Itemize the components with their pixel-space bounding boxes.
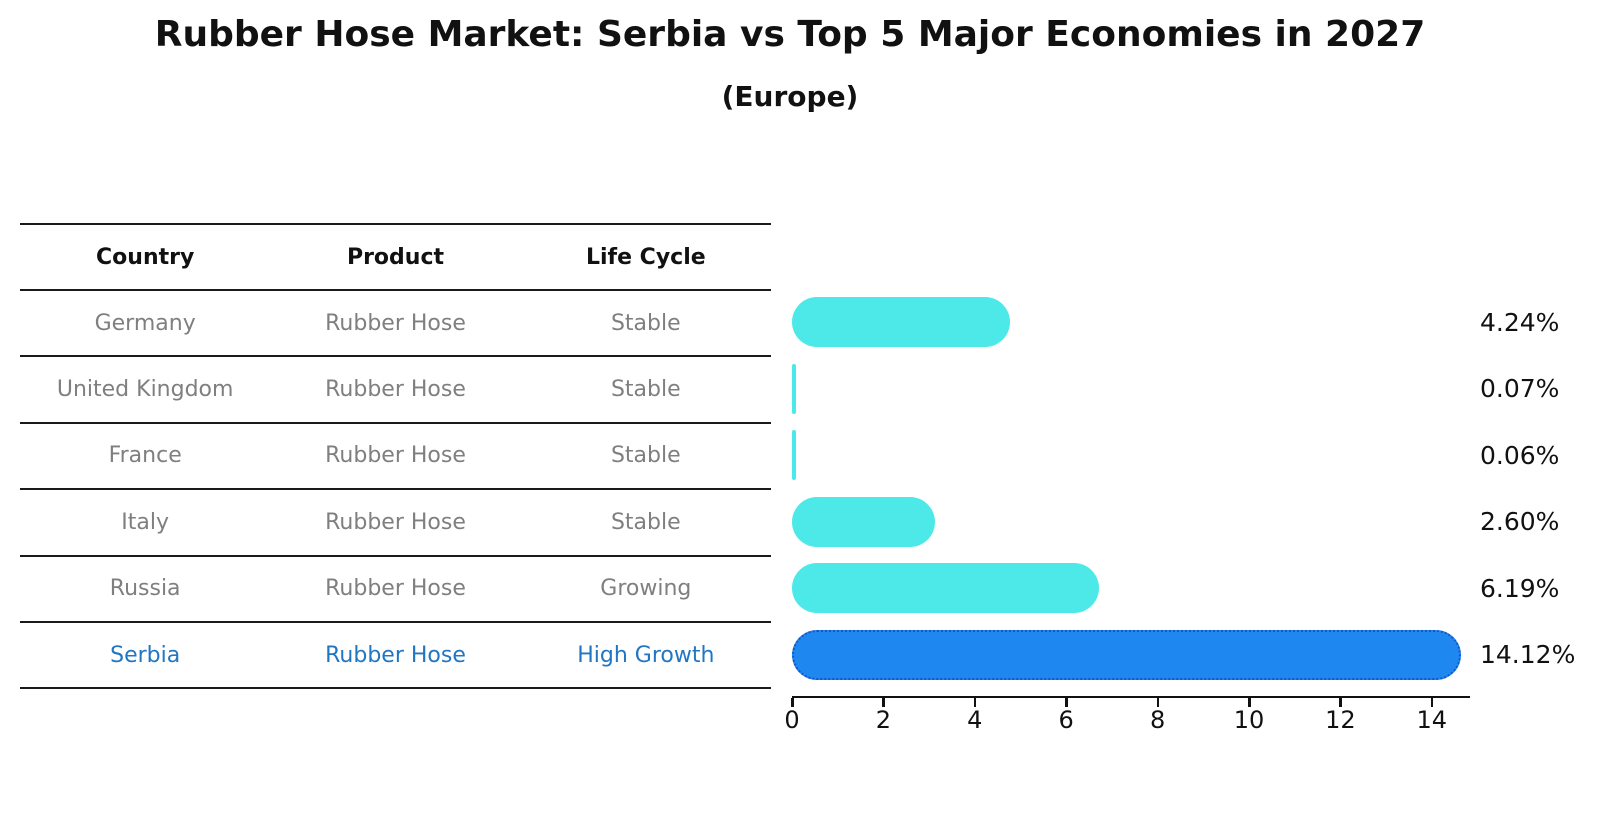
x-tick-mark [1065, 698, 1068, 707]
country-table: Country Product Life Cycle Germany Rubbe… [20, 223, 771, 690]
x-tick-mark [973, 698, 977, 707]
table-row-serbia: Serbia Rubber Hose High Growth [20, 623, 771, 690]
bar-row-germany [792, 289, 1468, 356]
chart-subtitle: (Europe) [721, 80, 859, 113]
bar-row-serbia [792, 622, 1468, 689]
column-header-country: Country [96, 244, 195, 270]
product-cell: Rubber Hose [325, 310, 466, 336]
country-cell: Germany [94, 310, 196, 336]
country-cell: Russia [109, 576, 181, 602]
life-cycle-cell: Stable [610, 310, 681, 336]
life-cycle-cell: Growing [600, 576, 692, 602]
x-tick-label: 14 [1416, 706, 1448, 734]
bar-russia [792, 563, 1099, 613]
life-cycle-cell: Stable [610, 377, 681, 403]
table-row-italy: Italy Rubber Hose Stable [20, 490, 771, 557]
value-label-italy: 2.60% [1480, 507, 1560, 537]
x-tick-label: 8 [1149, 706, 1166, 734]
table-row-united-kingdom: United Kingdom Rubber Hose Stable [20, 357, 771, 424]
life-cycle-cell: Stable [610, 443, 681, 469]
x-tick-label: 6 [1058, 706, 1074, 734]
bar-united-kingdom [792, 363, 796, 414]
life-cycle-cell: Stable [610, 509, 681, 535]
bar-italy [792, 496, 935, 547]
bar-row-italy [792, 489, 1468, 556]
product-cell: Rubber Hose [325, 377, 466, 403]
country-cell: United Kingdom [56, 377, 234, 403]
x-tick-mark [1430, 698, 1434, 707]
value-label-united-kingdom: 0.07% [1480, 374, 1560, 404]
value-label-serbia: 14.12% [1480, 640, 1576, 670]
bar-serbia [792, 629, 1462, 680]
table-row-germany: Germany Rubber Hose Stable [20, 291, 771, 358]
x-tick-mark [791, 698, 794, 707]
column-header-life-cycle: Life Cycle [585, 244, 706, 270]
chart-title: Rubber Hose Market: Serbia vs Top 5 Majo… [154, 14, 1426, 55]
country-cell: Serbia [110, 642, 181, 668]
x-tick-mark [1339, 698, 1342, 707]
product-cell: Rubber Hose [325, 443, 466, 469]
bar-row-france [792, 422, 1468, 489]
x-tick-mark [1156, 698, 1160, 707]
life-cycle-cell: High Growth [577, 642, 715, 668]
column-header-product: Product [346, 244, 445, 270]
bar-row-russia [792, 555, 1468, 622]
x-tick-mark [882, 698, 885, 707]
x-tick-mark [1248, 698, 1251, 707]
table-row-russia: Russia Rubber Hose Growing [20, 557, 771, 623]
value-label-france: 0.06% [1480, 440, 1560, 470]
x-axis-line [792, 696, 1470, 698]
country-cell: Italy [121, 509, 170, 535]
bar-chart-plot-area [792, 289, 1468, 688]
bar-value-labels: 4.24% 0.07% 0.06% 2.60% 6.19% 14.12% [1480, 289, 1600, 688]
bar-row-united-kingdom [792, 356, 1468, 423]
bar-germany [792, 297, 1010, 347]
x-tick-label: 12 [1325, 706, 1356, 734]
product-cell: Rubber Hose [325, 576, 466, 602]
x-tick-label: 2 [875, 706, 892, 734]
bar-france [792, 430, 796, 480]
country-cell: France [108, 443, 182, 469]
table-header-row: Country Product Life Cycle [20, 225, 771, 291]
value-label-russia: 6.19% [1480, 573, 1560, 603]
x-tick-label: 4 [967, 706, 983, 734]
x-tick-label: 10 [1233, 706, 1265, 734]
product-cell: Rubber Hose [325, 642, 466, 668]
value-label-germany: 4.24% [1480, 307, 1560, 337]
product-cell: Rubber Hose [325, 509, 466, 535]
table-row-france: France Rubber Hose Stable [20, 424, 771, 491]
x-tick-label: 0 [784, 706, 800, 734]
